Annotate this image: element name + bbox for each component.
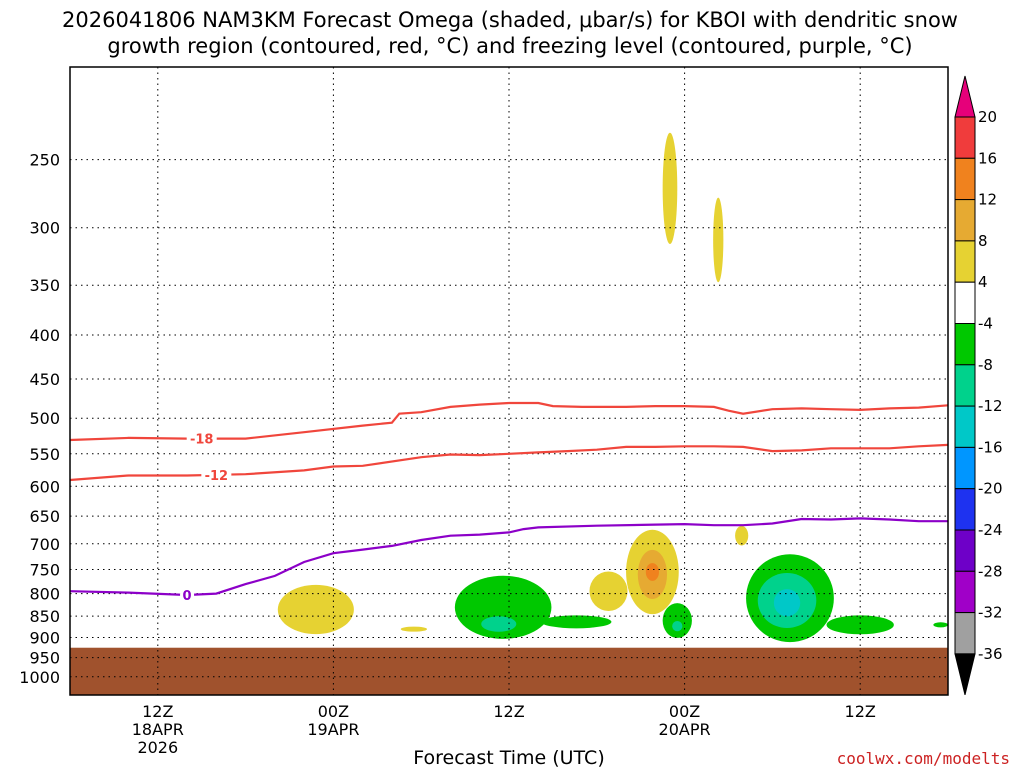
- colorbar-arrow-top: [954, 75, 976, 118]
- omega-feature: [662, 603, 692, 638]
- colorbar-label: -32: [978, 604, 1003, 622]
- y-tick-label: 450: [29, 370, 60, 389]
- x-tick-date: 19APR: [307, 720, 359, 739]
- y-tick-label: 600: [29, 477, 60, 496]
- omega-feature: [400, 626, 428, 632]
- colorbar-label: -16: [978, 438, 1003, 456]
- omega-feature: [773, 589, 801, 617]
- colorbar-label: -24: [978, 521, 1003, 539]
- x-tick-label: 12Z: [845, 702, 876, 721]
- contour-line: [69, 401, 949, 442]
- contour-label: -12: [205, 469, 229, 484]
- contour-label: 0: [183, 589, 192, 604]
- contour-lines: -18 -12 0: [69, 401, 949, 604]
- colorbar-segment: [954, 116, 976, 159]
- x-axis-title: Forecast Time (UTC): [413, 747, 604, 768]
- chart-title-line2: growth region (contoured, red, °C) and f…: [107, 34, 912, 58]
- colorbar-arrow-bottom: [954, 653, 976, 696]
- y-tick-label: 850: [29, 607, 60, 626]
- y-tick-label: 750: [29, 560, 60, 579]
- x-tick-label: 12Z: [493, 702, 524, 721]
- contour-line: [69, 517, 948, 597]
- contour-label-bg: [186, 430, 217, 447]
- colorbar-segment: [954, 199, 976, 242]
- y-tick-label: 550: [29, 445, 60, 464]
- colorbar-label: 12: [978, 191, 997, 209]
- colorbar-segment: [954, 240, 976, 283]
- colorbar-segment: [954, 405, 976, 448]
- x-tick-label: 12Z: [142, 702, 173, 721]
- colorbar-segment: [954, 446, 976, 490]
- colorbar-label: -4: [978, 315, 993, 333]
- y-tick-label: 800: [29, 585, 60, 604]
- chart-title-line1: 2026041806 NAM3KM Forecast Omega (shaded…: [62, 8, 958, 32]
- omega-feature: [589, 571, 628, 611]
- y-tick-label: 350: [29, 276, 60, 295]
- y-tick-label: 250: [29, 151, 60, 170]
- omega-feature: [662, 132, 678, 245]
- omega-feature: [933, 622, 949, 628]
- colorbar-segment: [954, 529, 976, 572]
- omega-feature: [454, 575, 552, 639]
- colorbar-label: 4: [978, 273, 988, 291]
- colorbar-label: -36: [978, 645, 1003, 663]
- contour-label-bg: [201, 466, 232, 483]
- x-tick-label: 00Z: [669, 702, 700, 721]
- contour-label: -18: [190, 433, 214, 448]
- credit-text: coolwx.com/modelts: [837, 749, 1010, 768]
- x-tick-date: 20APR: [659, 720, 711, 739]
- y-tick-label: 300: [29, 219, 60, 238]
- y-tick-label: 700: [29, 535, 60, 554]
- colorbar-segment: [954, 323, 976, 366]
- colorbar-segment: [954, 570, 976, 614]
- y-tick-label: 950: [29, 649, 60, 668]
- colorbar-segment: [954, 612, 976, 655]
- terrain-fill: [70, 647, 948, 695]
- colorbar: 20 16 12 8 4 -4 -8 -12 -16 -20 -24 -28 -32 -36: [954, 75, 1003, 696]
- y-axis: 250 300 350 400 450 500 550 600 650 700 750 800 850 9…: [19, 151, 60, 687]
- colorbar-segment: [954, 364, 976, 407]
- colorbar-label: 20: [978, 108, 997, 126]
- y-tick-label: 650: [29, 507, 60, 526]
- omega-feature: [645, 563, 659, 581]
- omega-feature: [735, 525, 749, 546]
- colorbar-label: -20: [978, 480, 1003, 498]
- contour-line: [69, 443, 949, 482]
- colorbar-label: -28: [978, 562, 1003, 580]
- y-tick-label: 400: [29, 326, 60, 345]
- omega-feature: [713, 197, 724, 283]
- omega-feature: [672, 621, 683, 632]
- plot-frame: [69, 66, 949, 696]
- y-tick-label: 1000: [19, 668, 60, 687]
- colorbar-segment: [954, 281, 976, 325]
- colorbar-label: 8: [978, 232, 988, 250]
- x-tick-label: 00Z: [318, 702, 349, 721]
- x-tick-date: 18APR: [132, 720, 184, 739]
- x-tick-year: 2026: [137, 738, 178, 757]
- contour-label-bg: [180, 586, 195, 603]
- grid-lines: [70, 67, 948, 695]
- y-tick-label: 900: [29, 628, 60, 647]
- colorbar-label: -8: [978, 356, 993, 374]
- omega-shading: [277, 132, 949, 643]
- colorbar-segment: [954, 157, 976, 201]
- colorbar-label: -12: [978, 397, 1003, 415]
- y-tick-label: 500: [29, 409, 60, 428]
- omega-feature: [541, 615, 612, 629]
- colorbar-segment: [954, 488, 976, 531]
- omega-feature: [481, 616, 517, 632]
- colorbar-label: 16: [978, 149, 997, 167]
- omega-feature: [826, 615, 894, 635]
- omega-feature: [277, 584, 354, 635]
